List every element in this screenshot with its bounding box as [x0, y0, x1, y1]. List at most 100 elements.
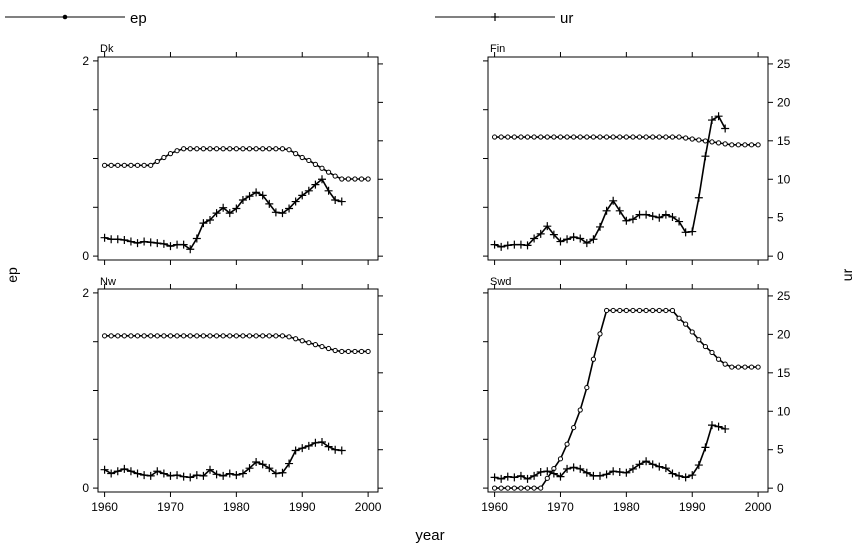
ep-point: [656, 307, 662, 314]
ur-point: [298, 444, 307, 453]
ep-point: [121, 333, 127, 339]
ep-point: [663, 307, 669, 314]
ep-point: [312, 161, 319, 167]
ep-point: [306, 340, 312, 346]
ep-point: [174, 333, 180, 339]
ur-point: [324, 186, 333, 195]
ep-point: [227, 333, 233, 339]
ep-point: [167, 151, 174, 157]
ep-point: [689, 329, 695, 335]
panel-frame: [487, 288, 769, 493]
ep-point: [194, 333, 200, 339]
ep-point: [187, 146, 193, 152]
ep-point: [240, 146, 246, 152]
x-tick-label: 1980: [613, 500, 640, 514]
ur-point: [232, 204, 241, 213]
ur-point: [668, 212, 677, 221]
ur-point: [648, 460, 657, 469]
ur-point: [192, 234, 201, 243]
ep-point: [676, 315, 682, 321]
panel-swd: Swd 1960 1970 1980 1990 2000 0 5 10 15 20 25: [481, 276, 790, 514]
legend-entry-ur: ur: [435, 10, 573, 27]
ep-point: [748, 364, 755, 370]
ep-point: [702, 138, 709, 144]
panel-frame: [97, 288, 379, 493]
ur-point: [331, 196, 340, 205]
ur-point: [661, 464, 670, 473]
ur-point: [523, 474, 532, 483]
ep-point: [154, 333, 160, 339]
ep-point: [200, 146, 207, 152]
ep-point: [538, 134, 544, 140]
x-tick-label: 1990: [679, 500, 706, 514]
ur-point: [232, 471, 241, 480]
ep-point: [590, 356, 597, 362]
ep-point: [729, 364, 735, 370]
ur-point: [668, 469, 677, 478]
ep-point: [722, 361, 728, 367]
ur-point: [271, 208, 280, 217]
ep-point: [603, 134, 610, 140]
ep-point: [220, 146, 226, 152]
ep-point: [174, 148, 180, 154]
ep-point: [273, 333, 279, 339]
ur-point: [186, 245, 195, 254]
ep-point: [286, 334, 292, 340]
ur-point: [536, 229, 545, 238]
ur-point: [107, 469, 116, 478]
ep-point: [260, 146, 266, 152]
ur-point: [549, 469, 558, 478]
ur-point: [258, 460, 267, 469]
ur-point: [556, 472, 565, 481]
ep-point: [325, 345, 332, 352]
ep-point: [128, 333, 134, 339]
ep-point: [332, 173, 338, 179]
ur-point: [278, 209, 287, 218]
ep-point: [755, 142, 761, 148]
ep-point: [564, 134, 570, 140]
x-tick-label: 1990: [289, 500, 316, 514]
ep-point: [742, 142, 748, 148]
ep-point: [511, 485, 517, 491]
ur-point: [569, 463, 578, 472]
ur-point: [304, 441, 313, 450]
ep-point: [266, 146, 272, 152]
ep-point: [299, 154, 305, 161]
ep-point: [643, 307, 649, 314]
ur-point: [681, 473, 690, 482]
ur-point: [179, 472, 188, 481]
ep-point: [121, 162, 127, 168]
ur-point: [126, 237, 135, 246]
ep-point: [161, 333, 167, 339]
ur-point: [681, 228, 690, 237]
ep-point: [319, 165, 325, 171]
ep-point: [755, 364, 761, 370]
ur-point: [311, 180, 320, 189]
x-tick-label: 1970: [157, 500, 184, 514]
ur-tick-label: 15: [777, 366, 791, 380]
ur-point: [642, 457, 651, 466]
y-axis-left-label: ep: [4, 267, 20, 283]
ur-tick-label: 25: [777, 289, 791, 303]
legend-ur-label: ur: [560, 10, 573, 27]
ur-point: [318, 438, 326, 447]
ep-point: [115, 333, 121, 339]
ep-point: [505, 485, 511, 491]
ur-point: [563, 464, 572, 473]
ep-point: [715, 356, 722, 362]
ur-point: [252, 188, 261, 197]
ur-point: [589, 235, 598, 244]
ep-point: [213, 333, 220, 339]
ep-point: [577, 134, 583, 140]
ep-point: [345, 176, 351, 182]
panel-title: Dk: [100, 43, 114, 55]
ep-point: [246, 333, 253, 339]
ur-point: [490, 473, 499, 482]
ep-point: [531, 134, 537, 140]
ep-point: [187, 333, 193, 339]
ep-point: [735, 364, 741, 370]
ep-point: [339, 348, 345, 355]
ep-point: [240, 333, 246, 339]
ep-point: [630, 134, 636, 140]
